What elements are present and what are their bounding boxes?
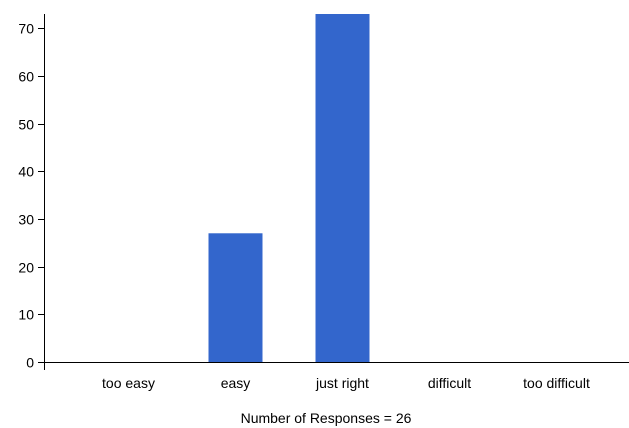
bar-easy bbox=[208, 233, 263, 362]
x-tick-label: too difficult bbox=[523, 375, 590, 391]
y-tick-label: 30 bbox=[18, 212, 34, 228]
x-tick-label: just right bbox=[315, 375, 369, 391]
x-tick-label: easy bbox=[221, 375, 251, 391]
y-tick-label: 20 bbox=[18, 260, 34, 276]
x-axis-ticks: too easy easy just right difficult too diffi… bbox=[102, 375, 590, 391]
y-tick-label: 10 bbox=[18, 307, 34, 323]
x-axis-title: Number of Responses = 26 bbox=[241, 410, 412, 426]
y-axis-ticks: 0 10 20 30 40 50 60 70 bbox=[18, 21, 44, 371]
y-tick-label: 50 bbox=[18, 117, 34, 133]
x-tick-label: too easy bbox=[102, 375, 155, 391]
axes-layer bbox=[38, 14, 629, 370]
y-tick-label: 70 bbox=[18, 21, 34, 37]
y-tick-label: 0 bbox=[26, 355, 34, 371]
y-tick-label: 60 bbox=[18, 69, 34, 85]
bar-just-right bbox=[315, 14, 370, 362]
x-tick-label: difficult bbox=[428, 375, 471, 391]
y-tick-label: 40 bbox=[18, 164, 34, 180]
bars-layer bbox=[208, 14, 370, 362]
